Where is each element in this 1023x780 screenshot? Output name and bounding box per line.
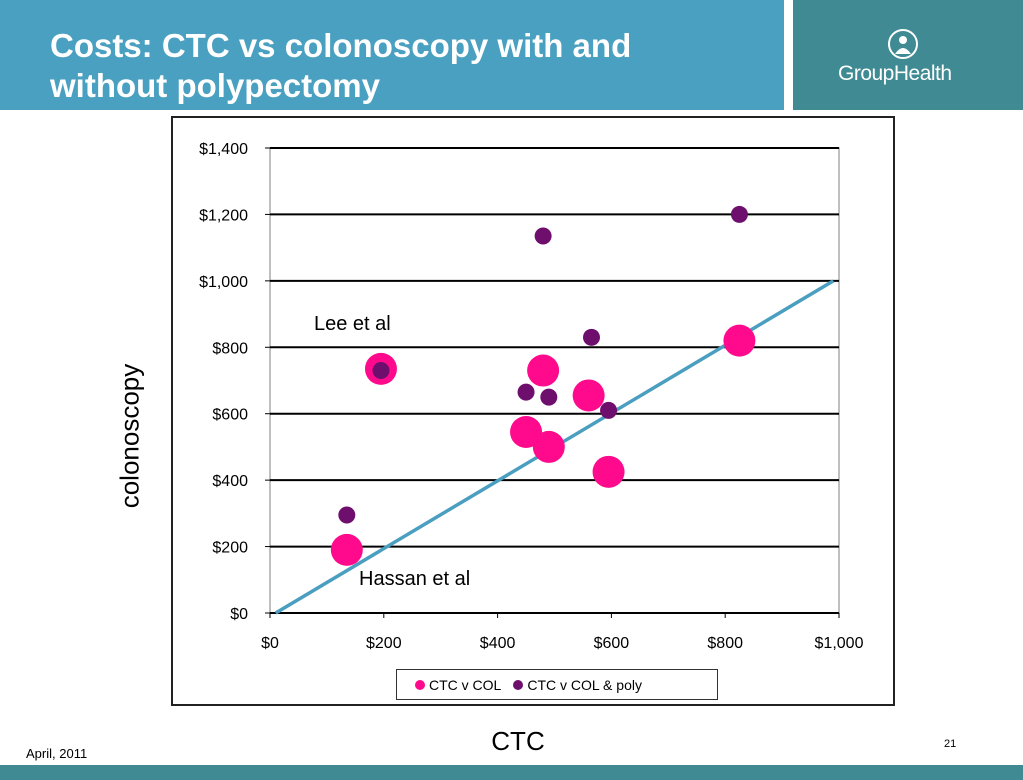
x-tick-label: $1,000 [815, 635, 864, 652]
y-tick-label: $600 [212, 407, 248, 424]
x-axis-title: CTC [491, 726, 545, 756]
x-tick-label: $400 [480, 635, 516, 652]
footer-band [0, 765, 1023, 780]
point-ctc-v-col [510, 415, 543, 448]
chart-legend: CTC v COL CTC v COL & poly [396, 669, 718, 700]
y-tick-label: $0 [230, 606, 248, 623]
y-tick-label: $400 [212, 473, 248, 490]
legend-marker-pink [415, 679, 425, 690]
point-ctc-v-col-poly [517, 383, 535, 401]
legend-label: CTC v COL & poly [527, 676, 642, 693]
point-ctc-v-col [330, 533, 363, 566]
legend-label: CTC v COL [429, 676, 502, 693]
point-ctc-v-col [572, 379, 605, 412]
y-axis-title: colonoscopy [114, 363, 145, 509]
x-tick-label: $600 [594, 635, 630, 652]
logo-band [793, 0, 1023, 110]
point-ctc-v-col-poly [372, 362, 390, 380]
point-ctc-v-col-poly [730, 205, 748, 223]
y-tick-label: $1,000 [199, 274, 248, 291]
legend-marker-purple [513, 679, 524, 690]
point-ctc-v-col-poly [582, 328, 600, 346]
x-tick-label: $800 [707, 635, 743, 652]
point-ctc-v-col-poly [534, 227, 552, 245]
footer-date: April, 2011 [26, 746, 88, 761]
header-divider [784, 0, 793, 110]
point-ctc-v-col-poly [600, 401, 618, 419]
x-tick-label: $200 [366, 635, 402, 652]
legend-item-ctc-v-col-poly: CTC v COL & poly [513, 677, 642, 693]
logo-text: GroupHealth [838, 62, 952, 85]
point-ctc-v-col [723, 324, 756, 357]
slide-title: Costs: CTC vs colonoscopy with and witho… [50, 27, 632, 104]
annotation-hassan: Hassan et al [359, 568, 471, 590]
page-number: 21 [944, 738, 957, 750]
header-band [0, 0, 784, 110]
point-ctc-v-col [527, 354, 560, 387]
scatter-chart: $0 $200 $400 $600 $800 $1,000 $1,200 $1,400 $0 $2… [199, 141, 864, 652]
x-tick-label: $0 [261, 635, 279, 652]
point-ctc-v-col [592, 455, 625, 488]
y-tick-label: $1,400 [199, 141, 248, 158]
y-tick-label: $1,200 [199, 207, 248, 224]
grouphealth-logo-icon [888, 29, 918, 59]
point-ctc-v-col-poly [540, 388, 558, 406]
y-tick-label: $800 [212, 340, 248, 357]
y-tick-label: $200 [212, 540, 248, 557]
point-ctc-v-col [532, 430, 565, 463]
legend-item-ctc-v-col: CTC v COL [415, 677, 501, 693]
annotation-lee: Lee et al [314, 313, 391, 335]
point-ctc-v-col-poly [338, 506, 356, 524]
